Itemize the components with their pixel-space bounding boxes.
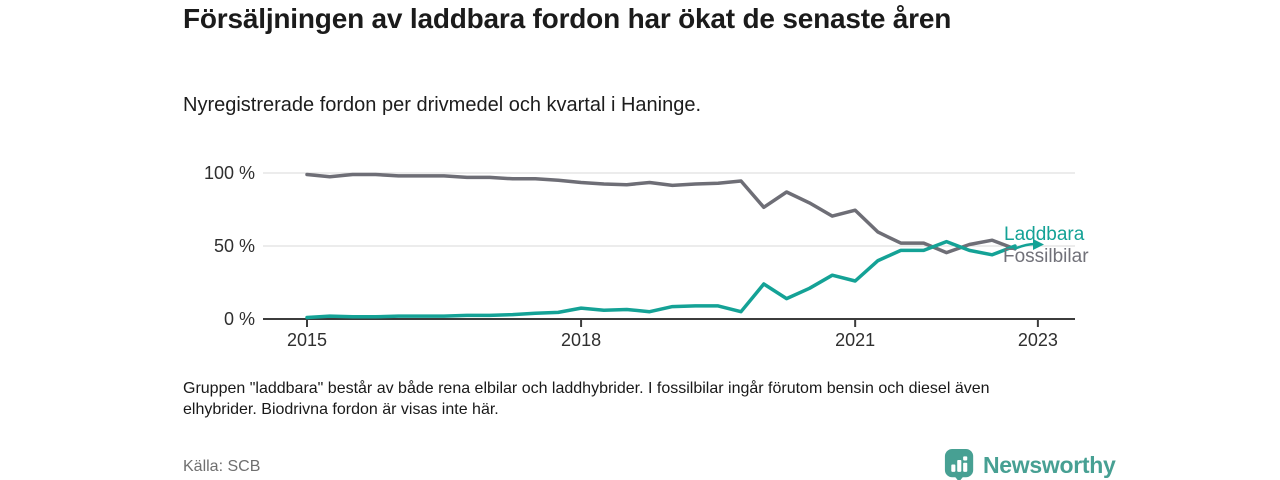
x-tick-2018: 2018 — [561, 330, 602, 350]
chart-subtitle: Nyregistrerade fordon per drivmedel och … — [183, 94, 702, 116]
x-tick-2021: 2021 — [835, 330, 876, 350]
brand-name: Newsworthy — [983, 451, 1116, 478]
x-axis — [263, 318, 1075, 327]
series-label-fossilbilar: Fossilbilar — [1003, 246, 1089, 267]
y-tick-100: 100 % — [203, 163, 255, 183]
y-tick-50: 50 % — [213, 236, 255, 256]
x-tick-2015: 2015 — [286, 330, 328, 350]
y-tick-0: 0 % — [223, 309, 255, 329]
data-lines — [305, 172, 1017, 320]
footnote: Gruppen "laddbara" består av både rena e… — [183, 380, 990, 418]
trend-arrow-icon — [1013, 239, 1044, 251]
chart-title: Försäljningen av laddbara fordon har öka… — [183, 3, 952, 34]
newsworthy-icon — [944, 449, 974, 480]
source-text: Källa: SCB — [183, 458, 261, 475]
x-tick-2023: 2023 — [1017, 330, 1058, 350]
series-label-laddbara: Laddbara — [1004, 224, 1085, 245]
brand-logo: Newsworthy — [944, 448, 1116, 480]
